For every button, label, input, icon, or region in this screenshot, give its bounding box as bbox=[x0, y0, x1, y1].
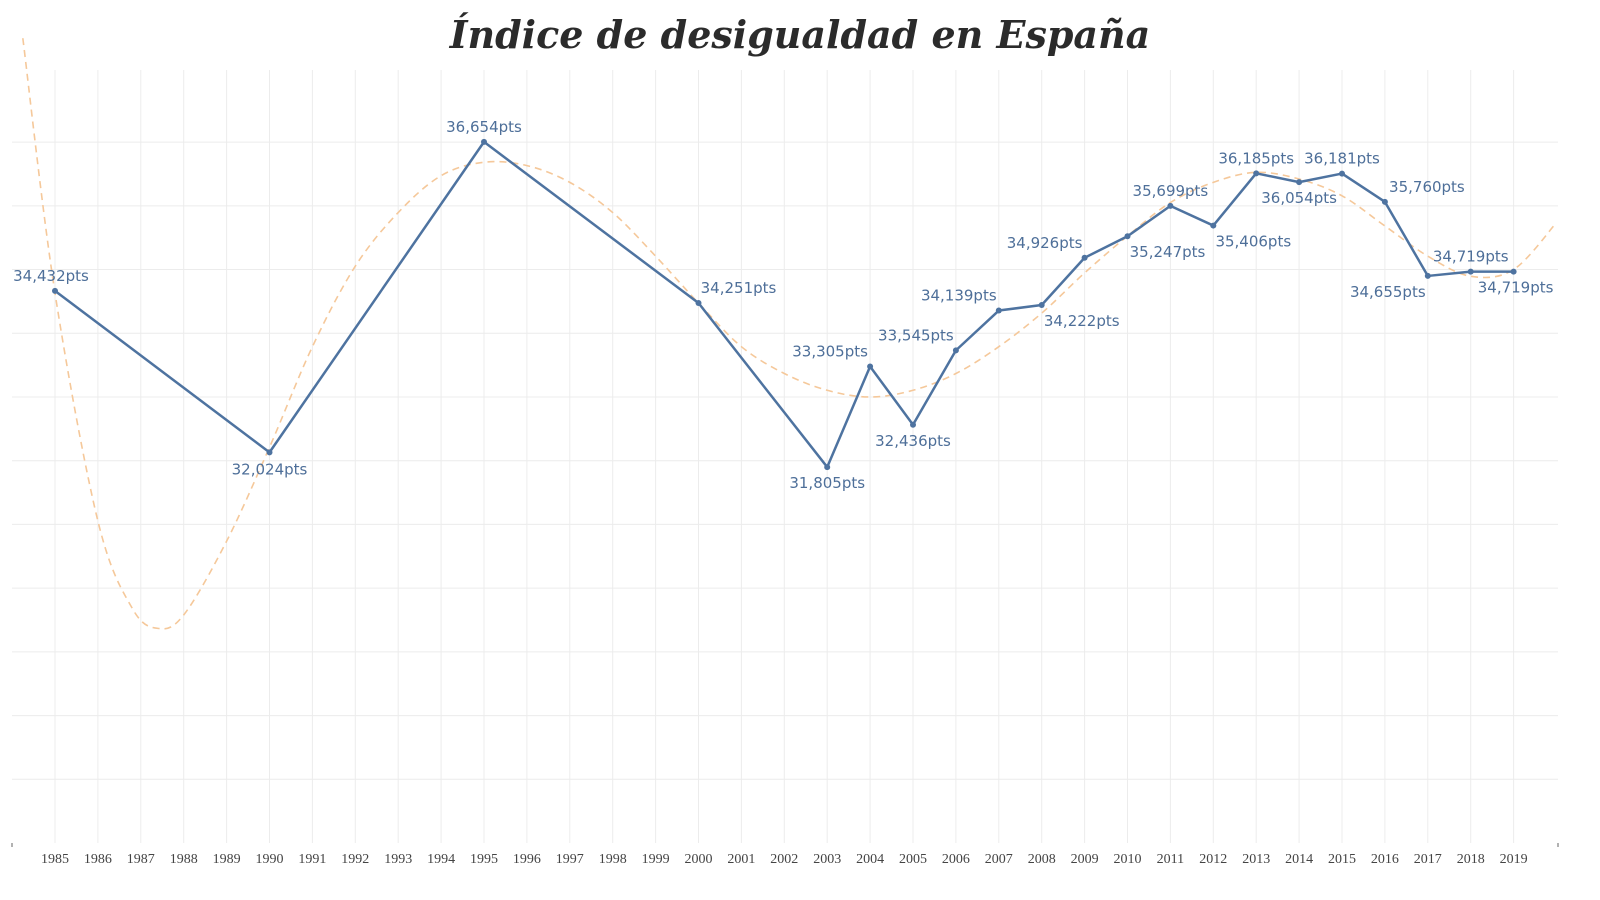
trend-line bbox=[22, 38, 1558, 630]
trend-layer bbox=[22, 38, 1558, 630]
data-label: 36,181pts bbox=[1304, 150, 1380, 168]
x-tick-label: 2004 bbox=[856, 852, 884, 867]
x-tick-label: 2009 bbox=[1071, 852, 1099, 867]
series-layer bbox=[52, 138, 1517, 471]
data-label: 34,432pts bbox=[13, 267, 89, 285]
x-tick-label: 1988 bbox=[170, 852, 198, 867]
x-tick-label: 2003 bbox=[813, 852, 841, 867]
x-tick-label: 1997 bbox=[556, 852, 584, 867]
data-label: 35,760pts bbox=[1389, 178, 1465, 196]
data-label: 34,926pts bbox=[1007, 234, 1083, 252]
data-point bbox=[867, 363, 874, 370]
data-point bbox=[1339, 170, 1345, 177]
x-tick-label: 2012 bbox=[1199, 852, 1227, 867]
chart-title: Índice de desigualdad en España bbox=[449, 12, 1151, 57]
x-tick-label: 1995 bbox=[470, 852, 498, 867]
data-label: 36,054pts bbox=[1261, 189, 1337, 207]
x-tick-label: 2017 bbox=[1414, 852, 1442, 867]
data-label: 33,545pts bbox=[878, 326, 954, 344]
data-point bbox=[1038, 301, 1045, 308]
data-point bbox=[1167, 202, 1174, 209]
data-label: 32,024pts bbox=[232, 460, 308, 478]
data-point bbox=[1081, 254, 1088, 261]
x-tick-label: 2000 bbox=[685, 852, 713, 867]
data-label-layer: 34,432pts 32,024pts 36,654pts 34,251pts 31,8… bbox=[13, 118, 1553, 492]
data-label: 35,699pts bbox=[1133, 182, 1209, 200]
data-label: 34,251pts bbox=[701, 279, 777, 297]
x-tick-label: 1993 bbox=[384, 852, 412, 867]
data-label: 34,719pts bbox=[1433, 248, 1509, 266]
data-point bbox=[1510, 268, 1517, 275]
x-tick-label: 2002 bbox=[770, 852, 798, 867]
x-tick-label: 1994 bbox=[427, 852, 455, 867]
x-tick-label: 1996 bbox=[513, 852, 541, 867]
x-tick-label: 2011 bbox=[1157, 852, 1184, 867]
data-label: 33,305pts bbox=[792, 342, 868, 360]
x-tick-label: 2001 bbox=[727, 852, 755, 867]
x-tick-label: 2016 bbox=[1371, 852, 1399, 867]
x-tick-label: 1985 bbox=[41, 852, 69, 867]
x-tick-label: 1991 bbox=[298, 852, 326, 867]
x-tick-label: 1992 bbox=[341, 852, 369, 867]
x-tick-label: 1998 bbox=[599, 852, 627, 867]
x-tick-label: 2006 bbox=[942, 852, 970, 867]
data-label: 36,654pts bbox=[446, 118, 522, 136]
x-tick-label: 2007 bbox=[985, 852, 1013, 867]
data-point bbox=[1424, 272, 1431, 279]
x-tick-label: 2018 bbox=[1457, 852, 1485, 867]
data-point bbox=[1253, 170, 1260, 177]
data-label: 31,805pts bbox=[789, 474, 865, 492]
data-label: 35,247pts bbox=[1130, 243, 1206, 261]
data-point bbox=[52, 287, 58, 294]
data-point bbox=[910, 421, 916, 428]
x-tick-label: 2015 bbox=[1328, 852, 1356, 867]
data-label: 34,719pts bbox=[1478, 279, 1554, 297]
data-point bbox=[1296, 179, 1303, 186]
data-point bbox=[1210, 222, 1217, 229]
data-point bbox=[481, 138, 487, 145]
x-tick-label: 2014 bbox=[1285, 852, 1313, 867]
data-label: 34,139pts bbox=[921, 287, 997, 305]
x-tick-label: 2019 bbox=[1500, 852, 1528, 867]
data-point bbox=[824, 464, 831, 471]
x-tick-label: 1990 bbox=[256, 852, 284, 867]
data-label: 34,655pts bbox=[1350, 283, 1426, 301]
data-point bbox=[266, 449, 273, 456]
data-point bbox=[695, 300, 702, 307]
x-tick-label: 1987 bbox=[127, 852, 155, 867]
x-tick-label: 1989 bbox=[213, 852, 241, 867]
x-tick-label: 2008 bbox=[1028, 852, 1056, 867]
x-tick-label: 2005 bbox=[899, 852, 927, 867]
x-axis: 1985 1986 1987 1988 1989 1990 1991 1992 1993 1994… bbox=[11, 843, 1559, 867]
data-label: 35,406pts bbox=[1215, 233, 1291, 251]
x-tick-label: 1986 bbox=[84, 852, 112, 867]
data-point bbox=[1381, 198, 1388, 205]
data-label: 36,185pts bbox=[1218, 149, 1294, 167]
data-label: 32,436pts bbox=[875, 432, 951, 450]
x-tick-label: 2013 bbox=[1242, 852, 1270, 867]
data-point bbox=[995, 307, 1002, 314]
x-tick-label: 2010 bbox=[1114, 852, 1142, 867]
data-point bbox=[1124, 233, 1131, 240]
grid-layer bbox=[12, 70, 1558, 843]
x-tick-label: 1999 bbox=[642, 852, 670, 867]
data-label: 34,222pts bbox=[1044, 312, 1120, 330]
data-point bbox=[952, 347, 959, 354]
data-point bbox=[1467, 268, 1474, 275]
